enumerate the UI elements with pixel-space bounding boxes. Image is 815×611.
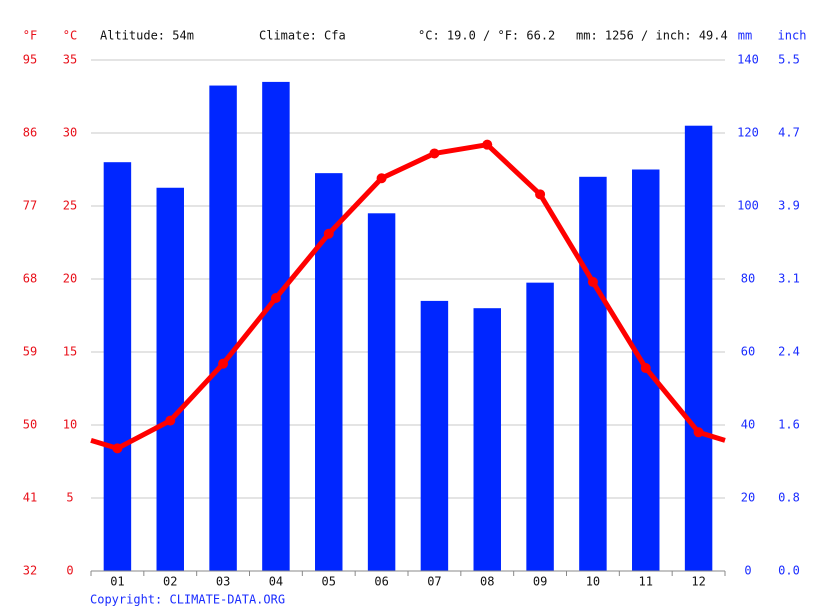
fahrenheit-tick-label: 59 — [23, 345, 37, 359]
fahrenheit-tick-label: 77 — [23, 199, 37, 213]
fahrenheit-tick-label: 95 — [23, 53, 37, 67]
bar — [262, 81, 290, 572]
x-tick-label: 02 — [163, 575, 177, 589]
y-tick-label: 30 — [63, 126, 77, 140]
copyright: Copyright: CLIMATE-DATA.ORG — [90, 593, 285, 607]
fahrenheit-tick-label: 41 — [23, 491, 37, 505]
y2-tick-label: 140 — [737, 53, 759, 67]
inch-tick-label: 3.1 — [778, 272, 800, 286]
x-tick-label: 11 — [639, 575, 653, 589]
y-tick-label: 20 — [63, 272, 77, 286]
bar — [103, 162, 132, 571]
y-tick-label: 5 — [66, 491, 73, 505]
inch-tick-label: 1.6 — [778, 418, 800, 432]
y-tick-label: 35 — [63, 53, 77, 67]
line-point — [640, 363, 651, 374]
x-tick-label: 06 — [374, 575, 388, 589]
y2-tick-label: 60 — [741, 345, 755, 359]
fahrenheit-tick-label: 68 — [23, 272, 37, 286]
line-point — [482, 139, 493, 150]
inch-tick-label: 3.9 — [778, 199, 800, 213]
bar — [684, 125, 713, 571]
line-wrap — [90, 429, 726, 451]
celsius-unit: °C — [63, 29, 77, 43]
y-tick-label: 0 — [66, 564, 73, 578]
fahrenheit-tick-label: 32 — [23, 564, 37, 578]
bar — [526, 282, 554, 571]
y2-tick-label: 120 — [737, 126, 759, 140]
line — [116, 142, 701, 451]
line-point — [218, 358, 229, 369]
x-tick-label: 09 — [533, 575, 547, 589]
inch-tick-label: 4.7 — [778, 126, 800, 140]
x-tick-label: 07 — [427, 575, 441, 589]
x-tick-label: 04 — [269, 575, 283, 589]
bar — [367, 213, 396, 572]
x-tick-label: 12 — [691, 575, 705, 589]
inch-tick-label: 2.4 — [778, 345, 800, 359]
line-point — [112, 443, 123, 454]
y2-tick-label: 100 — [737, 199, 759, 213]
total-precipitation: mm: 1256 / inch: 49.4 — [576, 29, 728, 43]
y2-tick-label: 0 — [744, 564, 751, 578]
line-point — [270, 292, 281, 303]
line-point — [693, 427, 704, 438]
inch-tick-label: 5.5 — [778, 53, 800, 67]
mean-temperature: °C: 19.0 / °F: 66.2 — [418, 29, 555, 43]
bar — [315, 173, 343, 571]
y-tick-label: 10 — [63, 418, 77, 432]
x-tick-label: 08 — [480, 575, 494, 589]
x-tick-label: 03 — [216, 575, 230, 589]
line-point — [429, 148, 440, 159]
line-point — [535, 189, 546, 200]
bar — [579, 176, 607, 572]
y2-tick-label: 20 — [741, 491, 755, 505]
x-tick-label: 01 — [110, 575, 124, 589]
inch-unit: inch — [778, 29, 807, 43]
line-point — [323, 228, 334, 239]
fahrenheit-tick-label: 86 — [23, 126, 37, 140]
y-tick-label: 15 — [63, 345, 77, 359]
bar — [473, 308, 501, 571]
fahrenheit-unit: °F — [23, 29, 37, 43]
inch-tick-label: 0.0 — [778, 564, 800, 578]
line-point — [376, 173, 387, 184]
line-point — [587, 276, 598, 287]
altitude: Altitude: 54m — [100, 29, 194, 43]
climate: Climate: Cfa — [259, 29, 346, 43]
line-point — [165, 415, 176, 426]
mm-unit: mm — [738, 29, 752, 43]
fahrenheit-tick-label: 50 — [23, 418, 37, 432]
bar — [209, 85, 237, 572]
y-tick-label: 25 — [63, 199, 77, 213]
y2-tick-label: 40 — [741, 418, 755, 432]
inch-tick-label: 0.8 — [778, 491, 800, 505]
bar — [156, 187, 184, 571]
x-tick-label: 05 — [322, 575, 336, 589]
x-tick-label: 10 — [586, 575, 600, 589]
y2-tick-label: 80 — [741, 272, 755, 286]
bar — [420, 300, 449, 571]
